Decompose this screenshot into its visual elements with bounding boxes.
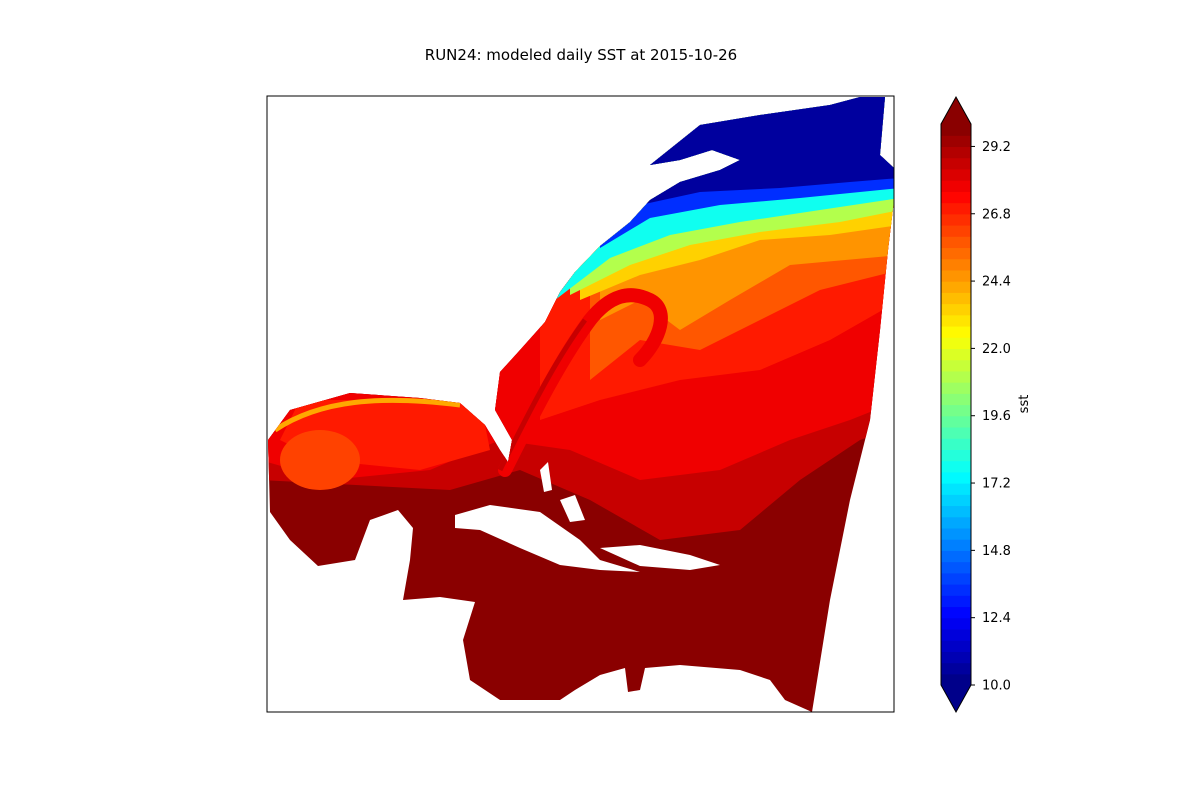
colorbar-level [941,124,971,136]
colorbar-level [941,640,971,652]
colorbar-level [941,651,971,664]
sst-eddy [280,430,360,490]
coastal-strip [273,397,461,433]
colorbar-level [941,224,971,237]
colorbar-level [941,135,971,148]
colorbar-level [941,438,971,450]
colorbar-level [941,471,971,484]
colorbar-tick-label: 10.0 [982,679,1011,694]
colorbar-ticks: 10.0 12.4 14.8 17.2 19.6 22.0 24.4 26.8 29.2 [971,140,1011,694]
colorbar-level [941,146,971,159]
colorbar-extend-min [941,685,971,712]
colorbar-level [941,415,971,428]
colorbar-level [941,180,971,192]
colorbar-level [941,404,971,417]
colorbar-level [941,516,971,529]
land-island [600,545,720,570]
gulf-stream [498,288,668,477]
colorbar-level [941,494,971,507]
colorbar-level [941,628,971,641]
colorbar-level [941,370,971,383]
colorbar-tick-label: 19.6 [982,409,1011,424]
colorbar-level [941,247,971,260]
colorbar-level [941,539,971,551]
colorbar-level [941,505,971,518]
sst-map [268,97,894,712]
colorbar-level [941,292,971,305]
colorbar-level [941,550,971,563]
colorbar-tick-label: 12.4 [982,611,1011,626]
colorbar-level [941,662,971,675]
land-island [560,495,585,522]
chart-title: RUN24: modeled daily SST at 2015-10-26 [424,46,738,64]
colorbar-level [941,561,971,574]
colorbar-level [941,595,971,608]
colorbar-tick-label: 14.8 [982,544,1011,559]
colorbar-level [941,572,971,585]
colorbar-level [941,157,971,170]
colorbar-tick-label: 22.0 [982,342,1011,357]
colorbar-level [941,673,971,686]
axes-frame [266,95,895,713]
colorbar-level [941,460,971,473]
colorbar-level [941,426,971,439]
colorbar-level [941,314,971,327]
colorbar-level [941,382,971,394]
colorbar-level [941,337,971,349]
colorbar [940,95,972,714]
colorbar-level [941,606,971,619]
colorbar-level [941,527,971,540]
colorbar-level [941,617,971,630]
colorbar-level [941,168,971,181]
colorbar-level [941,269,971,282]
colorbar-level [941,359,971,372]
colorbar-level [941,281,971,293]
colorbar-level [941,348,971,361]
colorbar-level [941,213,971,226]
colorbar-label: sst [1017,395,1032,414]
colorbar-tick-label: 24.4 [982,275,1011,290]
colorbar-tick-label: 29.2 [982,140,1011,155]
colorbar-level [941,191,971,204]
colorbar-level [941,584,971,596]
colorbar-level [941,393,971,406]
colorbar-extend-max [941,97,971,124]
land-island [455,505,640,572]
colorbar-level [941,202,971,215]
colorbar-tick-label: 26.8 [982,207,1011,222]
colorbar-level [941,483,971,495]
colorbar-tick-label: 17.2 [982,477,1011,492]
land-island [540,462,552,492]
land-masks [455,462,720,572]
colorbar-level [941,258,971,271]
colorbar-level [941,236,971,249]
colorbar-level [941,449,971,462]
colorbar-level [941,303,971,316]
colorbar-level [941,325,971,338]
